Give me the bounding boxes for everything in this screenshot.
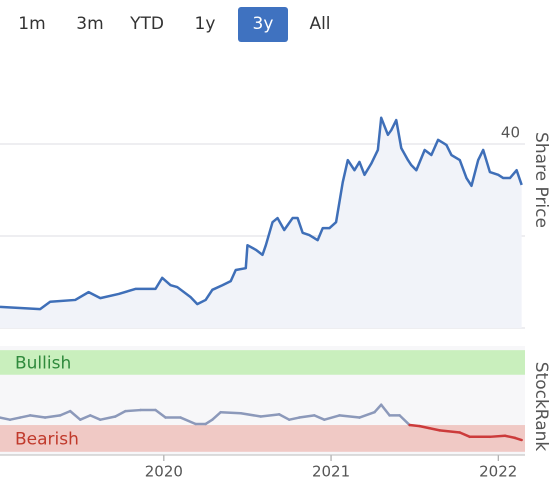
rank-line-segment <box>18 414 32 419</box>
rank-line-segment <box>379 403 391 417</box>
rank-line-segment <box>338 414 361 419</box>
range-button-label: 1y <box>195 14 216 34</box>
rank-line-segment <box>358 410 376 419</box>
rank-line-segment <box>503 434 517 440</box>
rank-line-segment <box>373 403 383 414</box>
range-button[interactable]: 3m <box>76 14 103 34</box>
rank-line-segment <box>438 429 462 434</box>
rank-line-segment <box>398 414 411 427</box>
rank-line-segment <box>219 410 243 415</box>
rank-line-segment <box>89 414 102 421</box>
y-axis-title: StockRank <box>531 362 551 452</box>
rank-line-segment <box>43 414 62 419</box>
rank-line-segment <box>313 414 326 421</box>
rank-line-segment <box>211 410 222 421</box>
rank-line-segment <box>0 416 12 421</box>
rank-line-segment <box>8 416 22 421</box>
price-area <box>0 117 522 328</box>
price-line <box>0 116 523 311</box>
range-button-bg <box>238 7 288 42</box>
rank-line-segment <box>288 416 301 421</box>
range-button[interactable]: All <box>309 14 330 34</box>
rank-line-segment <box>114 409 127 418</box>
rank-line-segment <box>99 415 117 421</box>
range-button-label: YTD <box>129 14 164 34</box>
rank-line-segment <box>68 409 82 421</box>
rank-line-segment <box>124 408 142 413</box>
rank-line-segment <box>259 413 281 418</box>
range-button[interactable]: YTD <box>129 14 164 34</box>
rank-line-segment <box>418 424 431 430</box>
range-button-label: 1m <box>18 14 45 34</box>
x-tick-label: 2021 <box>312 463 350 481</box>
range-button[interactable]: 3y <box>238 7 288 42</box>
x-tick-label: 2020 <box>145 463 183 481</box>
rank-line-segment <box>298 414 316 419</box>
range-button-label: All <box>309 14 330 34</box>
rank-line-segment <box>277 413 291 421</box>
rank-line-segment <box>204 418 214 426</box>
rank-line-segment <box>408 423 421 428</box>
band-label: Bearish <box>15 429 79 449</box>
rank-line-segment <box>428 427 441 432</box>
rank-line-segment <box>239 412 263 418</box>
rank-line-segment <box>488 434 507 439</box>
rank-line-segment <box>513 436 523 442</box>
rank-line-segment <box>154 408 167 419</box>
band <box>0 350 525 375</box>
range-button-label: 3m <box>76 14 103 34</box>
y-tick-label: 40 <box>501 124 520 142</box>
range-button[interactable]: 1y <box>195 14 216 34</box>
rank-line-segment <box>28 414 47 419</box>
rank-line-segment <box>179 416 197 426</box>
rank-line-segment <box>458 431 472 439</box>
rank-line-segment <box>323 414 341 421</box>
range-button[interactable]: 1m <box>18 14 45 34</box>
x-tick-label: 2022 <box>479 463 517 481</box>
range-button-label: 3y <box>253 14 274 34</box>
band-label: Bullish <box>15 353 71 373</box>
y-axis-title: Share Price <box>531 132 551 228</box>
rank-line-segment <box>79 414 92 421</box>
rank-line-segment <box>58 409 72 417</box>
